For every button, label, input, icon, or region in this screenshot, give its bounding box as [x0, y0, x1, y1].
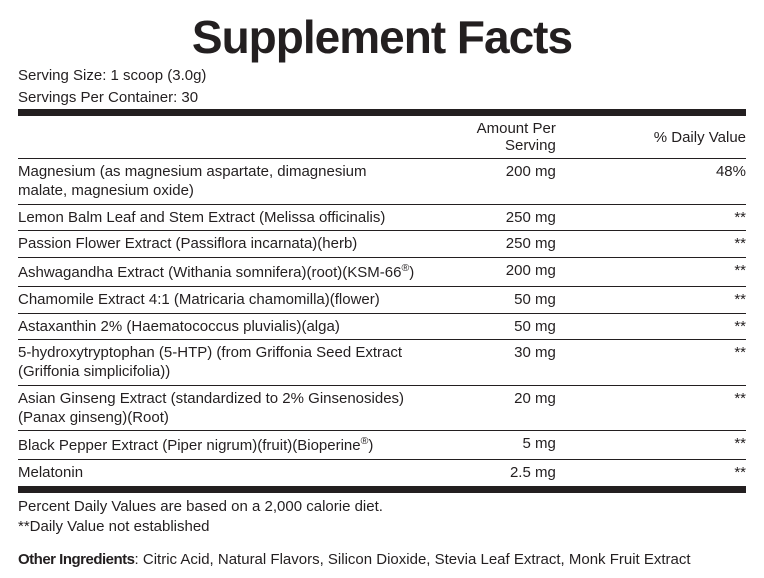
- ingredient-name: Astaxanthin 2% (Haematococcus pluvialis)…: [18, 313, 426, 340]
- ingredient-name: Asian Ginseng Extract (standardized to 2…: [18, 385, 426, 431]
- ingredient-amount: 20 mg: [426, 385, 586, 431]
- ingredient-dv: **: [586, 258, 746, 287]
- ingredient-name: Black Pepper Extract (Piper nigrum)(frui…: [18, 431, 426, 460]
- ingredient-dv: **: [586, 204, 746, 231]
- ingredient-dv: 48%: [586, 159, 746, 205]
- ingredient-amount: 250 mg: [426, 231, 586, 258]
- table-row: Lemon Balm Leaf and Stem Extract (Meliss…: [18, 204, 746, 231]
- facts-table: Amount Per Serving % Daily Value Magnesi…: [18, 116, 746, 486]
- table-row: Ashwagandha Extract (Withania somnifera)…: [18, 258, 746, 287]
- table-row: Chamomile Extract 4:1 (Matricaria chamom…: [18, 286, 746, 313]
- ingredient-name: 5-hydroxytryptophan (5-HTP) (from Griffo…: [18, 340, 426, 386]
- ingredient-amount: 30 mg: [426, 340, 586, 386]
- table-row: Melatonin2.5 mg**: [18, 460, 746, 486]
- ingredient-name: Melatonin: [18, 460, 426, 486]
- ingredient-amount: 50 mg: [426, 313, 586, 340]
- ingredient-amount: 2.5 mg: [426, 460, 586, 486]
- ingredient-dv: **: [586, 231, 746, 258]
- ingredient-amount: 200 mg: [426, 159, 586, 205]
- ingredient-dv: **: [586, 313, 746, 340]
- table-row: Black Pepper Extract (Piper nigrum)(frui…: [18, 431, 746, 460]
- table-row: Magnesium (as magnesium aspartate, dimag…: [18, 159, 746, 205]
- footnote-dv-not-established: **Daily Value not established: [18, 517, 746, 537]
- ingredient-name: Chamomile Extract 4:1 (Matricaria chamom…: [18, 286, 426, 313]
- header-name-blank: [18, 116, 426, 159]
- ingredient-name: Magnesium (as magnesium aspartate, dimag…: [18, 159, 426, 205]
- footnotes: Percent Daily Values are based on a 2,00…: [18, 497, 746, 538]
- header-dv: % Daily Value: [586, 116, 746, 159]
- serving-size: Serving Size: 1 scoop (3.0g): [18, 66, 746, 86]
- servings-per-container: Servings Per Container: 30: [18, 88, 746, 108]
- bottom-thick-rule: [18, 486, 746, 493]
- ingredient-dv: **: [586, 340, 746, 386]
- table-row: 5-hydroxytryptophan (5-HTP) (from Griffo…: [18, 340, 746, 386]
- ingredient-amount: 250 mg: [426, 204, 586, 231]
- ingredient-name: Lemon Balm Leaf and Stem Extract (Meliss…: [18, 204, 426, 231]
- ingredient-dv: **: [586, 431, 746, 460]
- ingredient-amount: 5 mg: [426, 431, 586, 460]
- table-header-row: Amount Per Serving % Daily Value: [18, 116, 746, 159]
- top-thick-rule: [18, 109, 746, 116]
- table-row: Asian Ginseng Extract (standardized to 2…: [18, 385, 746, 431]
- table-row: Astaxanthin 2% (Haematococcus pluvialis)…: [18, 313, 746, 340]
- ingredient-dv: **: [586, 460, 746, 486]
- ingredient-dv: **: [586, 286, 746, 313]
- footnote-pdv: Percent Daily Values are based on a 2,00…: [18, 497, 746, 517]
- panel-title: Supplement Facts: [18, 10, 746, 64]
- ingredient-amount: 200 mg: [426, 258, 586, 287]
- ingredient-dv: **: [586, 385, 746, 431]
- ingredient-name: Passion Flower Extract (Passiflora incar…: [18, 231, 426, 258]
- header-amount: Amount Per Serving: [426, 116, 586, 159]
- ingredient-name: Ashwagandha Extract (Withania somnifera)…: [18, 258, 426, 287]
- table-row: Passion Flower Extract (Passiflora incar…: [18, 231, 746, 258]
- ingredient-amount: 50 mg: [426, 286, 586, 313]
